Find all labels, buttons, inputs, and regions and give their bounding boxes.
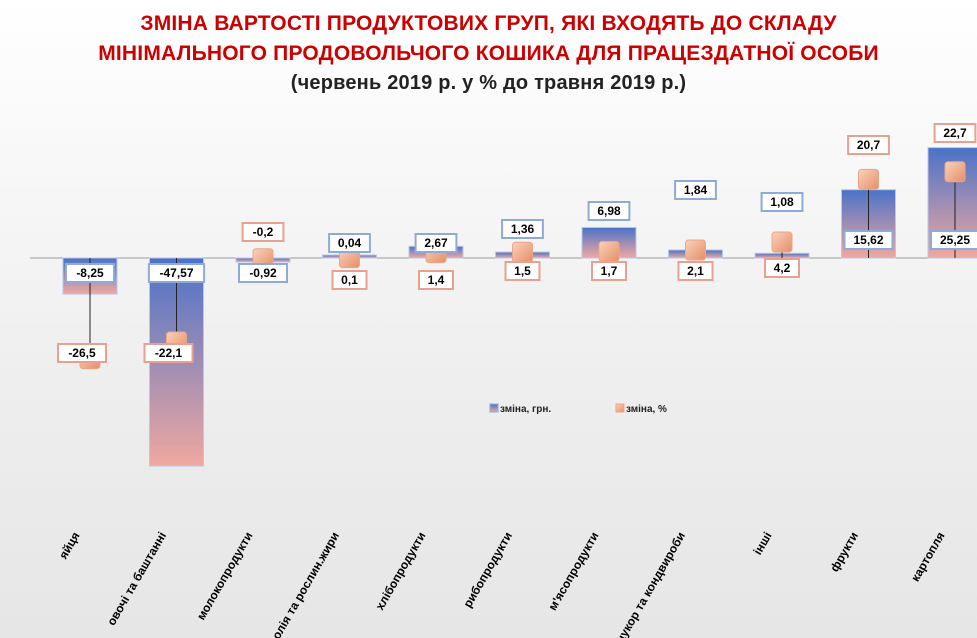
data-label-grn-10-box <box>930 230 977 250</box>
data-label-pct-3: 0,1 <box>341 273 358 287</box>
data-label-pct-1-box <box>143 343 194 363</box>
category-label-10: картопля <box>908 530 948 584</box>
data-label-grn-2: -0,92 <box>249 266 277 280</box>
data-label-pct-4: 1,4 <box>428 273 445 287</box>
data-label-pct-10: 22,7 <box>943 126 967 140</box>
data-label-grn-1-box <box>147 263 206 283</box>
data-label-grn-0: -8,25 <box>76 266 104 280</box>
data-label-pct-5-box <box>504 261 541 281</box>
data-label-grn-8: 1,08 <box>770 195 794 209</box>
category-label-1: овочі та баштанні <box>104 530 169 628</box>
data-label-grn-2-box <box>238 263 288 283</box>
legend-label-0: зміна, грн. <box>500 404 551 415</box>
data-label-pct-2: -0,2 <box>253 225 274 239</box>
data-label-grn-6: 6,98 <box>597 204 621 218</box>
data-label-grn-4: 2,67 <box>424 236 448 250</box>
category-label-7: цукор та кондвироби <box>613 530 688 638</box>
marker-pct-6 <box>598 241 620 263</box>
data-label-grn-5: 1,36 <box>511 222 535 236</box>
data-label-grn-7: 1,84 <box>684 183 708 197</box>
data-label-grn-9: 15,62 <box>853 233 883 247</box>
data-label-pct-4-box <box>418 270 454 290</box>
data-label-grn-10: 25,25 <box>940 233 970 247</box>
chart-subtitle: (червень 2019 р. у % до травня 2019 р.) <box>290 72 687 94</box>
data-label-pct-1: -22,1 <box>155 346 183 360</box>
category-label-3: олія та рослин.жири <box>269 530 342 638</box>
data-label-grn-3-box <box>328 233 371 253</box>
data-label-grn-3: 0,04 <box>338 236 362 250</box>
data-label-grn-8-box <box>760 192 804 212</box>
data-label-grn-0-box <box>65 263 115 283</box>
data-label-pct-0: -26,5 <box>68 346 96 360</box>
category-label-5: рибопродукти <box>461 530 516 611</box>
data-label-grn-4-box <box>414 233 458 253</box>
category-label-9: фрукти <box>827 530 861 575</box>
category-label-0: яйця <box>56 530 83 562</box>
marker-pct-8 <box>771 231 793 253</box>
data-label-pct-8: 4,2 <box>774 261 791 275</box>
category-label-4: хлібопродукти <box>373 530 429 613</box>
data-label-grn-9-box <box>843 230 894 250</box>
data-label-grn-7-box <box>674 180 717 200</box>
legend-swatch-0 <box>489 403 499 413</box>
data-label-grn-5-box <box>501 219 544 239</box>
chart-title-line-1: ЗМІНА ВАРТОСТІ ПРОДУКТОВИХ ГРУП, ЯКІ ВХО… <box>140 12 837 35</box>
marker-pct-5 <box>512 241 533 263</box>
data-label-pct-0-box <box>57 343 107 363</box>
legend-swatch-1 <box>615 403 625 413</box>
legend-label-1: зміна, % <box>626 404 667 415</box>
data-label-pct-5: 1,5 <box>514 264 531 278</box>
data-label-pct-6-box <box>591 261 627 281</box>
category-label-2: молокопродукти <box>194 530 256 623</box>
data-label-pct-7-box <box>677 261 714 281</box>
data-label-pct-7: 2,1 <box>687 264 704 278</box>
data-label-pct-2-box <box>241 222 285 242</box>
chart-title-line-2: МІНІМАЛЬНОГО ПРОДОВОЛЬЧОГО КОШИКА ДЛЯ ПР… <box>98 42 879 65</box>
data-label-pct-9-box <box>847 135 890 155</box>
data-label-pct-8-box <box>764 258 800 278</box>
data-label-pct-9: 20,7 <box>857 138 881 152</box>
category-label-8: інші <box>751 530 775 558</box>
data-label-pct-10-box <box>933 123 977 143</box>
marker-pct-9 <box>858 168 879 190</box>
data-label-grn-6-box <box>587 201 631 221</box>
marker-pct-10 <box>944 161 966 183</box>
marker-pct-7 <box>685 239 706 261</box>
data-label-grn-1: -47,57 <box>159 266 193 280</box>
data-label-pct-3-box <box>331 270 368 290</box>
data-label-pct-6: 1,7 <box>601 264 618 278</box>
category-label-6: м'ясопродукти <box>545 530 601 613</box>
